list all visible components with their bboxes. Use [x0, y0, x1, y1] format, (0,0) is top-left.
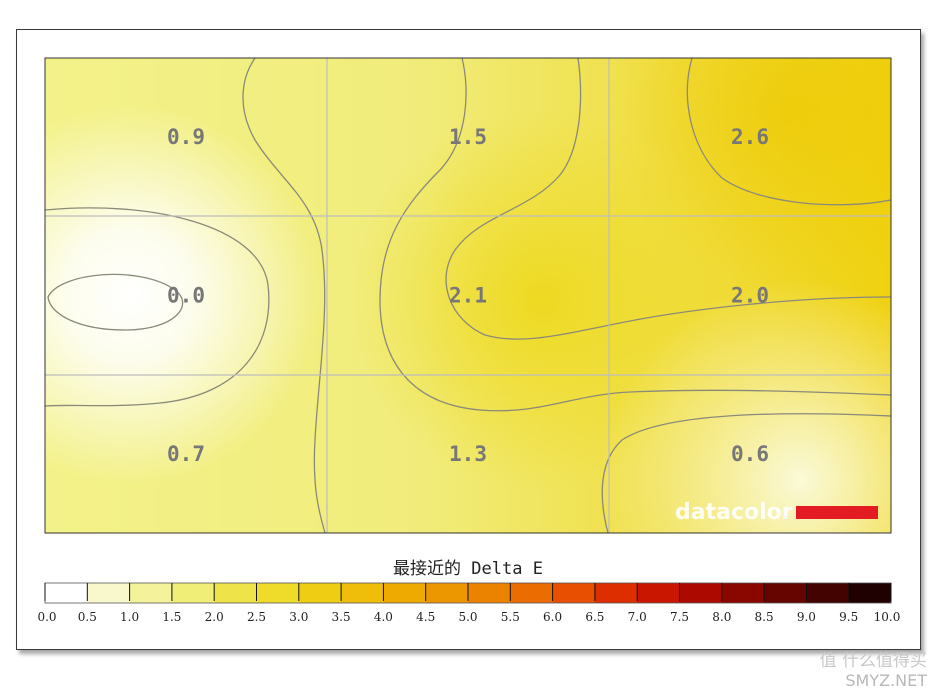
colorbar-segment — [214, 583, 257, 603]
colorbar-tick-label: 6.0 — [543, 610, 562, 624]
colorbar-tick-label: 5.5 — [501, 610, 520, 624]
cell-value-label: 2.6 — [731, 125, 769, 149]
colorbar-segment — [468, 583, 511, 603]
colorbar-segment — [256, 583, 300, 603]
colorbar-segment — [806, 583, 850, 603]
colorbar-segment — [129, 583, 173, 603]
watermark-text: 值 什么值得买 — [819, 651, 927, 671]
colorbar-tick-label: 4.5 — [416, 610, 435, 624]
colorbar-tick-label: 9.0 — [797, 610, 816, 624]
colorbar-tick-label: 9.5 — [839, 610, 858, 624]
cell-value-label: 0.6 — [731, 442, 769, 466]
datacolor-logo-text: datacolor — [675, 500, 793, 525]
colorbar-segment — [171, 583, 215, 603]
colorbar-tick-label: 3.5 — [332, 610, 351, 624]
colorbar — [44, 582, 892, 604]
datacolor-logo: datacolor — [675, 500, 878, 525]
heatmap-left-tint — [45, 58, 891, 533]
cell-value-label: 0.7 — [167, 442, 205, 466]
cell-value-label: 2.1 — [449, 284, 487, 308]
contour-line — [47, 273, 184, 331]
contour-line — [445, 58, 891, 340]
contour-line — [601, 413, 891, 533]
colorbar-tick-label: 8.0 — [712, 610, 731, 624]
colorbar-segment — [510, 583, 554, 603]
colorbar-tick-label: 7.5 — [670, 610, 689, 624]
colorbar-segment — [637, 583, 680, 603]
colorbar-segment — [679, 583, 723, 603]
heatmap-area: 0.9 1.5 2.6 0.0 2.1 2.0 0.7 1.3 0.6 datacolor — [45, 58, 891, 533]
contour-line — [242, 58, 326, 533]
cell-value-label: 0.9 — [167, 125, 205, 149]
colorbar-tick-label: 1.5 — [162, 610, 181, 624]
colorbar-tick-label: 1.0 — [120, 610, 139, 624]
colorbar-tick-label: 10.0 — [874, 610, 901, 624]
colorbar-tick-label: 3.0 — [289, 610, 308, 624]
colorbar-tick-label: 5.0 — [458, 610, 477, 624]
chart-title: 最接近的 Delta E — [393, 559, 543, 579]
colorbar-segment — [552, 583, 596, 603]
cell-value-label: 1.3 — [449, 442, 487, 466]
colorbar-segment — [45, 583, 88, 603]
colorbar-tick-label: 4.0 — [374, 610, 393, 624]
cell-value-label: 1.5 — [449, 125, 487, 149]
colorbar-tick-label: 2.5 — [247, 610, 266, 624]
colorbar-tick-label: 7.0 — [628, 610, 647, 624]
colorbar-segment — [298, 583, 342, 603]
plot-border — [44, 57, 892, 534]
colorbar-tick-labels: 0.0 0.5 1.0 1.5 2.0 2.5 3.0 3.5 4.0 4.5 5.0 5.5 6.0 6… — [37, 583, 900, 624]
colorbar-segment — [425, 583, 469, 603]
colorbar-segment — [87, 583, 131, 603]
cell-value-label: 0.0 — [167, 284, 205, 308]
colorbar-segment — [383, 583, 427, 603]
colorbar-segment — [848, 583, 892, 603]
colorbar-tick-label: 0.0 — [37, 610, 56, 624]
colorbar-tick-label: 0.5 — [78, 610, 97, 624]
colorbar-segment — [341, 583, 384, 603]
colorbar-segment — [764, 583, 807, 603]
grid-lines — [45, 58, 891, 533]
colorbar-tick-label: 6.5 — [585, 610, 604, 624]
cell-value-label: 2.0 — [731, 284, 769, 308]
cell-labels: 0.9 1.5 2.6 0.0 2.1 2.0 0.7 1.3 0.6 — [167, 125, 769, 466]
watermark-url: SMYZ.NET — [845, 671, 927, 690]
datacolor-logo-bar — [796, 506, 878, 519]
colorbar-tick-label: 2.0 — [205, 610, 224, 624]
contour-line — [379, 58, 891, 412]
colorbar-tick-label: 8.5 — [755, 610, 774, 624]
contour-lines — [45, 58, 891, 533]
contour-line — [686, 58, 891, 206]
colorbar-segment — [721, 583, 765, 603]
watermark: 值 什么值得买 SMYZ.NET — [820, 646, 927, 690]
colorbar-segment — [594, 583, 638, 603]
